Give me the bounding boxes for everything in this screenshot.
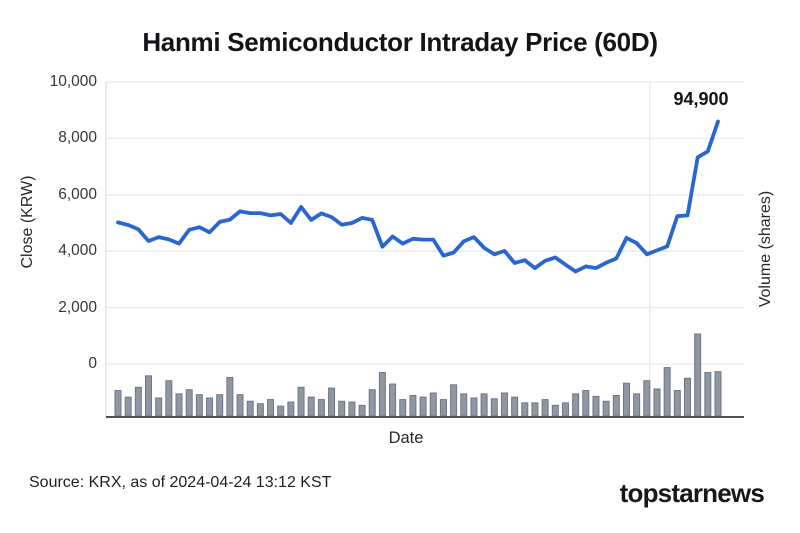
volume-bar: [378, 372, 386, 417]
volume-bar: [490, 398, 498, 417]
volume-bar: [511, 396, 519, 417]
volume-bar: [450, 384, 458, 417]
volume-bar: [277, 405, 285, 417]
volume-bar: [134, 386, 142, 417]
volume-bar: [145, 375, 153, 417]
volume-bar: [602, 400, 610, 417]
volume-bar: [206, 397, 214, 417]
volume-bar: [155, 397, 163, 417]
volume-bar: [216, 394, 224, 417]
volume-bar: [409, 395, 417, 417]
y-axis-tick-label: 4,000: [58, 242, 97, 260]
brand-logo: topstarnews: [619, 478, 765, 508]
volume-bar: [561, 402, 569, 417]
chart-title: Hanmi Semiconductor Intraday Price (60D): [142, 27, 658, 57]
volume-bar: [572, 393, 580, 417]
last-price-annotation: 94,900: [673, 89, 729, 109]
volume-bar: [267, 399, 275, 417]
volume-bar: [500, 392, 508, 417]
volume-bar: [256, 403, 264, 417]
volume-bar: [622, 382, 630, 417]
x-axis-label: Date: [388, 429, 424, 447]
volume-bar: [419, 396, 427, 417]
volume-bar: [389, 383, 397, 417]
volume-bar: [358, 404, 366, 417]
y-axis-label-left: Close (KRW): [19, 175, 36, 269]
volume-bar: [317, 399, 325, 417]
volume-bar: [439, 399, 447, 417]
volume-bar: [663, 367, 671, 417]
volume-bar: [226, 376, 234, 417]
volume-bar: [246, 400, 254, 417]
volume-bar: [470, 397, 478, 417]
y-axis-tick-label: 6,000: [58, 185, 97, 203]
volume-bar: [643, 380, 651, 417]
y-axis-label-right: Volume (shares): [757, 190, 774, 308]
volume-bar: [694, 333, 702, 417]
volume-bar: [531, 402, 539, 417]
volume-bar: [175, 393, 183, 417]
volume-bar: [328, 387, 336, 417]
volume-bar: [480, 393, 488, 417]
volume-bar: [429, 392, 437, 417]
volume-bar: [195, 394, 203, 417]
volume-bar: [399, 399, 407, 417]
volume-bar: [592, 395, 600, 417]
volume-bar: [368, 389, 376, 417]
price-line: [116, 119, 720, 274]
volume-bar: [541, 399, 549, 417]
volume-bar: [612, 395, 620, 417]
volume-bar: [460, 393, 468, 417]
volume-bar: [348, 401, 356, 417]
y-axis-tick-label: 0: [88, 355, 97, 372]
volume-bar: [236, 394, 244, 417]
volume-bar: [673, 390, 681, 417]
volume-bar: [124, 396, 132, 417]
y-axis-tick-label: 2,000: [58, 298, 97, 316]
volume-bar: [287, 401, 295, 417]
volume-bar: [521, 402, 529, 417]
volume-bar: [551, 404, 559, 417]
volume-bar: [633, 393, 641, 417]
volume-bar: [714, 371, 722, 417]
volume-bar: [582, 390, 590, 417]
volume-bar: [338, 400, 346, 417]
y-axis-tick-label: 10,000: [49, 73, 97, 90]
volume-bar: [114, 390, 122, 417]
volume-bar: [297, 386, 305, 417]
volume-bar: [704, 372, 712, 417]
volume-bar: [185, 389, 193, 417]
volume-bar: [653, 388, 661, 417]
volume-bar: [165, 380, 173, 417]
source-note: Source: KRX, as of 2024-04-24 13:12 KST: [29, 474, 332, 491]
y-axis-tick-label: 8,000: [58, 129, 97, 147]
volume-bar: [683, 377, 691, 417]
volume-bar: [307, 396, 315, 417]
